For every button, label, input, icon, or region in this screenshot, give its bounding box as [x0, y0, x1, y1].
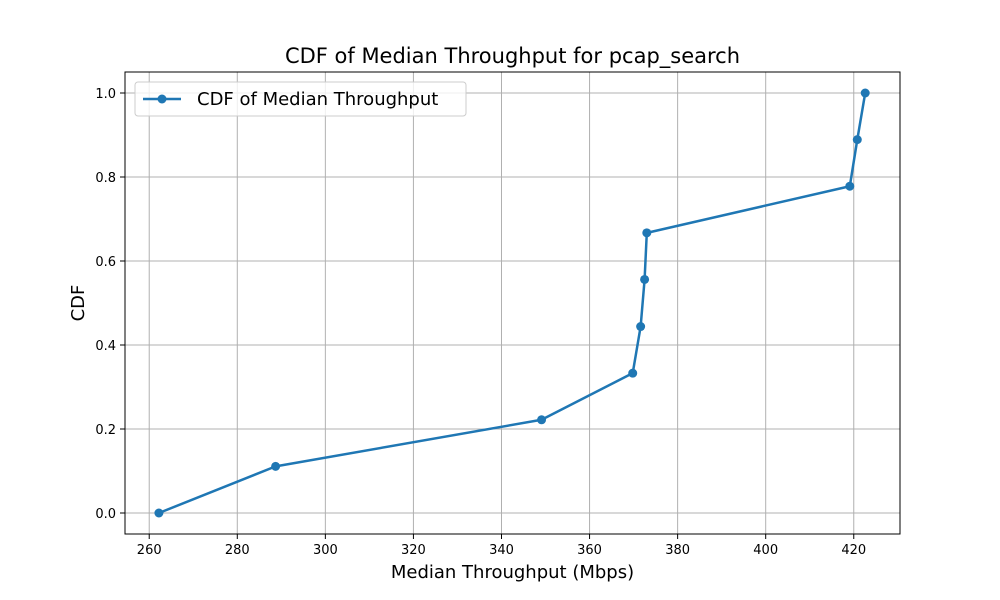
x-tick-label: 280	[225, 543, 250, 558]
data-point	[154, 508, 164, 518]
data-point	[271, 461, 281, 471]
y-tick-label: 0.4	[95, 339, 116, 354]
ticks: 260 280 300 320 340 360 380 400 420 0.0 0.2 0.4 0.6 0…	[95, 87, 866, 558]
x-tick-label: 300	[313, 543, 338, 558]
x-tick-label: 320	[401, 543, 426, 558]
y-tick-label: 0.8	[95, 171, 116, 186]
series-layer	[154, 88, 870, 518]
x-axis-title: Median Throughput (Mbps)	[391, 562, 634, 583]
y-tick-label: 0.0	[95, 507, 116, 522]
grid	[125, 72, 900, 534]
x-tick-label: 360	[577, 543, 602, 558]
y-tick-label: 0.6	[95, 255, 116, 270]
y-tick-label: 1.0	[95, 87, 116, 102]
x-tick-label: 340	[489, 543, 514, 558]
series-line	[158, 92, 867, 515]
legend-label: CDF of Median Throughput	[197, 89, 438, 110]
x-tick-label: 260	[137, 543, 162, 558]
data-point	[845, 181, 855, 191]
data-point	[628, 368, 638, 378]
legend-marker-swatch	[157, 94, 167, 104]
chart-title: CDF of Median Throughput for pcap_search	[285, 44, 740, 69]
data-point	[860, 88, 870, 98]
x-tick-label: 400	[753, 543, 778, 558]
data-point	[537, 415, 547, 425]
x-tick-label: 380	[665, 543, 690, 558]
legend: CDF of Median Throughput	[134, 81, 467, 117]
data-point	[642, 228, 652, 238]
data-point	[852, 135, 862, 145]
x-tick-label: 420	[841, 543, 866, 558]
y-axis-title: CDF	[68, 285, 89, 322]
data-point	[640, 274, 650, 284]
legend-box	[134, 81, 467, 117]
plot-frame	[124, 71, 901, 535]
y-tick-label: 0.2	[95, 423, 116, 438]
data-point	[636, 322, 646, 332]
